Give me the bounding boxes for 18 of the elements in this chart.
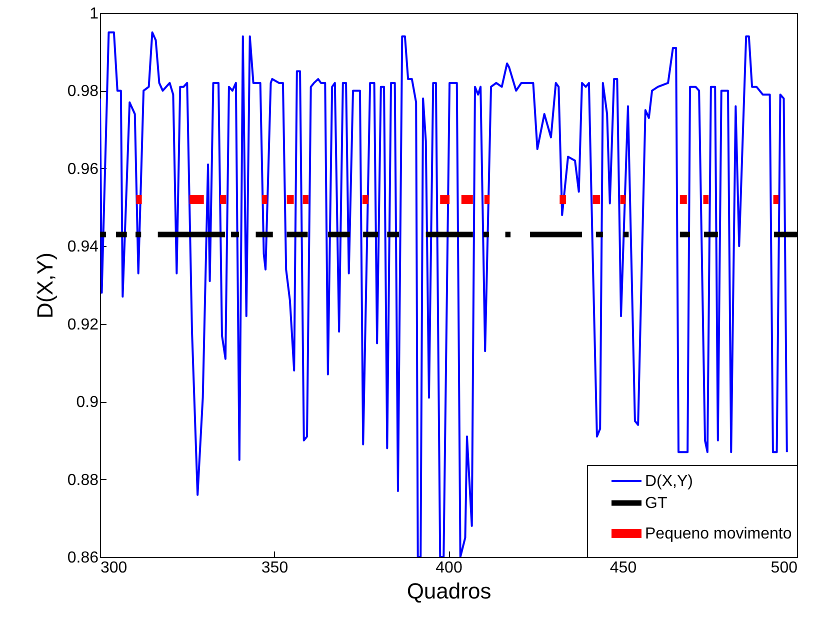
y-tick-label: 0.9	[76, 394, 99, 412]
legend-label: Pequeno movimento	[645, 526, 792, 542]
y-tick-label: 0.86	[67, 550, 99, 566]
y-tick-label: 0.96	[67, 160, 99, 178]
y-tick-label: 0.98	[67, 83, 99, 100]
y-tick-label: 0.94	[67, 238, 99, 256]
x-tick-label: 450	[610, 560, 637, 576]
y-tick-label: 0.88	[67, 472, 99, 489]
y-axis-title: D(X,Y)	[32, 252, 58, 318]
legend-label: GT	[645, 495, 668, 512]
x-axis-title: Quadros	[406, 578, 492, 604]
x-tick-label: 350	[261, 560, 288, 576]
y-tick-label: 0.92	[67, 316, 99, 334]
x-tick-label: 500	[770, 560, 798, 576]
x-tick-label: 400	[436, 560, 462, 576]
y-tick-label: 1	[90, 6, 99, 22]
legend-label: D(X,Y)	[645, 473, 693, 490]
x-tick-label: 300	[100, 560, 128, 576]
